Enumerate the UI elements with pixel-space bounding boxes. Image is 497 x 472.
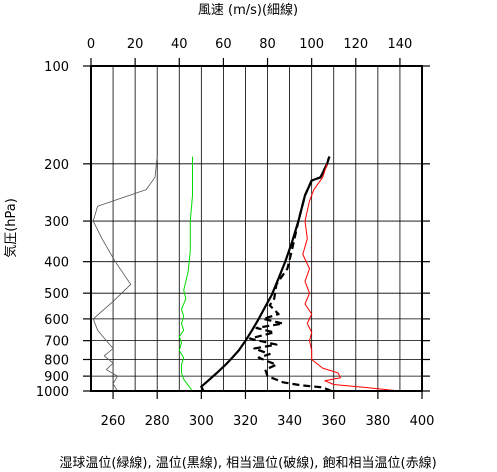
y-tick-label: 800 (44, 354, 69, 369)
y-tick-label: 500 (44, 287, 69, 302)
bottom-tick-label: 400 (410, 414, 435, 429)
y-tick-label: 1000 (36, 385, 69, 400)
y-tick-label: 100 (44, 60, 69, 75)
y-tick-label: 600 (44, 313, 69, 328)
series-layer (92, 156, 400, 393)
bottom-tick-label: 380 (365, 414, 390, 429)
plot-frame (90, 65, 423, 392)
y-tick-label: 700 (44, 335, 69, 350)
saturated-equivalent-potential-temperature-line (302, 163, 400, 392)
y-tick-label: 300 (44, 215, 69, 230)
top-tick-label: 140 (388, 37, 413, 52)
top-tick-label: 100 (299, 37, 324, 52)
y-tick-label: 400 (44, 256, 69, 271)
top-tick-label: 40 (171, 37, 188, 52)
bottom-tick-label: 360 (321, 414, 346, 429)
y-tick-label: 200 (44, 158, 69, 173)
y-tick-label: 900 (44, 370, 69, 385)
top-axis-title: 風速 (m/s)(細線) (198, 2, 298, 18)
equivalent-potential-temperature-line (248, 156, 332, 393)
y-axis-title: 気圧(hPa) (3, 198, 19, 258)
top-tick-label: 20 (127, 37, 144, 52)
bottom-tick-label: 340 (277, 414, 302, 429)
top-tick-label: 120 (343, 37, 368, 52)
top-tick-label: 80 (259, 37, 276, 52)
x-axis-title: 湿球温位(緑線), 温位(黒線), 相当温位(破線), 飽和相当温位(赤線) (59, 455, 436, 471)
wet-bulb-potential-temperature-line (178, 156, 193, 392)
wind-speed-line (92, 156, 158, 392)
top-tick-label: 0 (87, 37, 95, 52)
bottom-tick-label: 280 (145, 414, 170, 429)
bottom-tick-label: 260 (101, 414, 126, 429)
bottom-tick-label: 320 (233, 414, 258, 429)
top-tick-label: 60 (215, 37, 232, 52)
bottom-tick-label: 300 (189, 414, 214, 429)
grid-lines (91, 65, 422, 392)
